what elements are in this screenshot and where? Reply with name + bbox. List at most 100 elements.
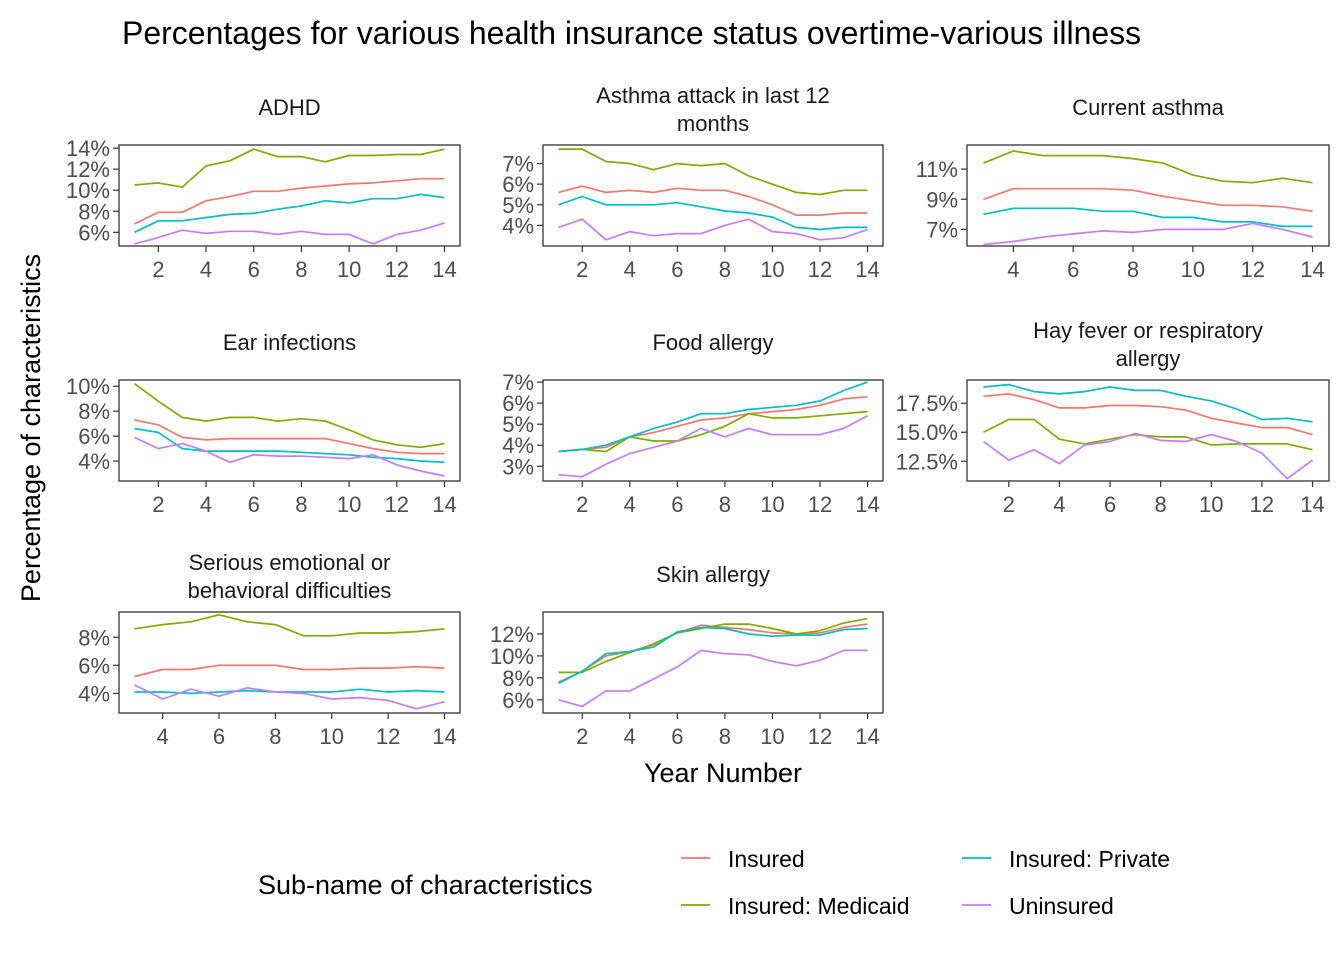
panel-border — [118, 379, 461, 482]
series-line-uninsured — [134, 684, 445, 710]
panel-title: Asthma attack in last 12 — [596, 83, 830, 108]
x-tick-label: 4 — [200, 257, 212, 282]
panel-border — [542, 379, 884, 482]
x-tick-label: 2 — [576, 257, 588, 282]
panel-border — [542, 611, 884, 714]
series-line-insured — [134, 419, 445, 455]
x-tick-label: 14 — [432, 724, 456, 749]
facet-panel: Hay fever or respiratory allergy 2 4 6 8 10 12 1… — [896, 318, 1330, 517]
panel-title: Serious emotional or — [189, 550, 391, 575]
panel-title: Hay fever or respiratory — [1033, 318, 1263, 343]
legend-label: Insured: Medicaid — [728, 893, 910, 919]
panel-title: Ear infections — [223, 330, 356, 355]
x-tick-label: 6 — [671, 724, 683, 749]
x-tick-label: 14 — [432, 492, 456, 517]
x-tick-label: 4 — [624, 492, 636, 517]
y-tick-label: 4% — [502, 213, 534, 238]
y-tick-label: 11% — [916, 157, 958, 182]
x-tick-label: 14 — [432, 257, 456, 282]
series-line-uninsured — [983, 222, 1313, 246]
panel-title: Skin allergy — [656, 562, 770, 587]
y-tick-label: 3% — [502, 454, 534, 479]
x-tick-label: 4 — [200, 492, 212, 517]
y-tick-label: 5% — [502, 412, 534, 437]
y-tick-label: 4% — [78, 449, 110, 474]
series-line-insured — [558, 185, 868, 216]
y-tick-label: 6% — [78, 653, 110, 678]
y-tick-label: 12% — [66, 157, 110, 182]
chart-title: Percentages for various health insurance… — [122, 15, 1141, 51]
y-tick-label: 12.5% — [896, 449, 958, 474]
x-tick-label: 2 — [152, 257, 164, 282]
y-tick-label: 7% — [502, 152, 534, 177]
legend-entry: Insured — [681, 846, 805, 872]
y-tick-label: 6% — [502, 391, 534, 416]
panel-border — [966, 379, 1330, 482]
x-tick-label: 6 — [671, 492, 683, 517]
x-tick-label: 14 — [855, 724, 879, 749]
panel-border — [542, 144, 884, 247]
x-tick-label: 2 — [152, 492, 164, 517]
facet-panel: Food allergy 2 4 6 8 10 12 14 3%4%5%6%7% — [502, 330, 884, 517]
series-line-uninsured — [558, 415, 868, 478]
x-tick-label: 10 — [1181, 257, 1205, 282]
x-tick-label: 2 — [1003, 492, 1015, 517]
series-line-uninsured — [558, 218, 868, 241]
x-tick-label: 6 — [671, 257, 683, 282]
x-tick-label: 2 — [576, 724, 588, 749]
x-tick-label: 10 — [337, 492, 361, 517]
y-tick-label: 6% — [502, 688, 534, 713]
y-tick-label: 14% — [66, 136, 110, 161]
legend-label: Insured — [728, 846, 805, 872]
x-tick-label: 12 — [385, 257, 409, 282]
x-tick-label: 4 — [1007, 257, 1019, 282]
x-tick-label: 12 — [808, 257, 832, 282]
x-tick-label: 12 — [1240, 257, 1264, 282]
x-tick-label: 8 — [295, 492, 307, 517]
series-line-insured-medicaid — [558, 617, 868, 674]
series-line-insured-medicaid — [983, 150, 1313, 184]
x-tick-label: 14 — [855, 257, 879, 282]
legend: Sub-name of characteristics Insured Insur… — [258, 846, 1170, 919]
y-tick-label: 8% — [78, 625, 110, 650]
y-tick-label: 8% — [502, 666, 534, 691]
y-tick-label: 9% — [926, 187, 958, 212]
series-line-insured — [983, 187, 1313, 213]
series-line-uninsured — [134, 222, 445, 245]
x-tick-label: 14 — [1300, 257, 1324, 282]
series-line-insured-medicaid — [558, 148, 868, 196]
series-line-insured-private — [558, 626, 868, 685]
y-tick-label: 8% — [78, 399, 110, 424]
y-tick-label: 15.0% — [896, 420, 958, 445]
x-tick-label: 4 — [624, 257, 636, 282]
y-axis-label: Percentage of characteristics — [16, 254, 46, 602]
panel-title: Current asthma — [1072, 95, 1224, 120]
y-tick-label: 4% — [502, 433, 534, 458]
x-tick-label: 10 — [760, 257, 784, 282]
x-tick-label: 6 — [248, 257, 260, 282]
y-tick-label: 4% — [78, 681, 110, 706]
y-tick-label: 7% — [502, 370, 534, 395]
series-line-insured — [558, 623, 868, 684]
facet-panel: ADHD 2 4 6 8 10 12 14 6%8%10%12%14% — [66, 95, 461, 282]
legend-entry: Insured: Private — [962, 846, 1170, 872]
series-line-uninsured — [134, 436, 445, 477]
facet-panel: Ear infections 2 4 6 8 10 12 14 4%6%8%10% — [66, 330, 461, 517]
panel-border — [118, 144, 461, 247]
series-line-insured-medicaid — [133, 383, 445, 449]
x-tick-label: 10 — [337, 257, 361, 282]
x-tick-label: 2 — [576, 492, 588, 517]
legend-entry: Uninsured — [962, 893, 1114, 919]
x-tick-label: 4 — [624, 724, 636, 749]
series-line-insured — [558, 395, 868, 453]
x-tick-label: 12 — [376, 724, 400, 749]
x-tick-label: 10 — [1199, 492, 1223, 517]
facet-panel: Current asthma 4 6 8 10 12 14 7% 9% 11% — [916, 95, 1330, 282]
x-tick-label: 4 — [1053, 492, 1065, 517]
y-tick-label: 17.5% — [896, 391, 958, 416]
x-tick-label: 12 — [1250, 492, 1274, 517]
facet-panel: Asthma attack in last 12 months 2 4 6 8 10 12 14… — [502, 83, 884, 282]
panel-title: Food allergy — [652, 330, 773, 355]
